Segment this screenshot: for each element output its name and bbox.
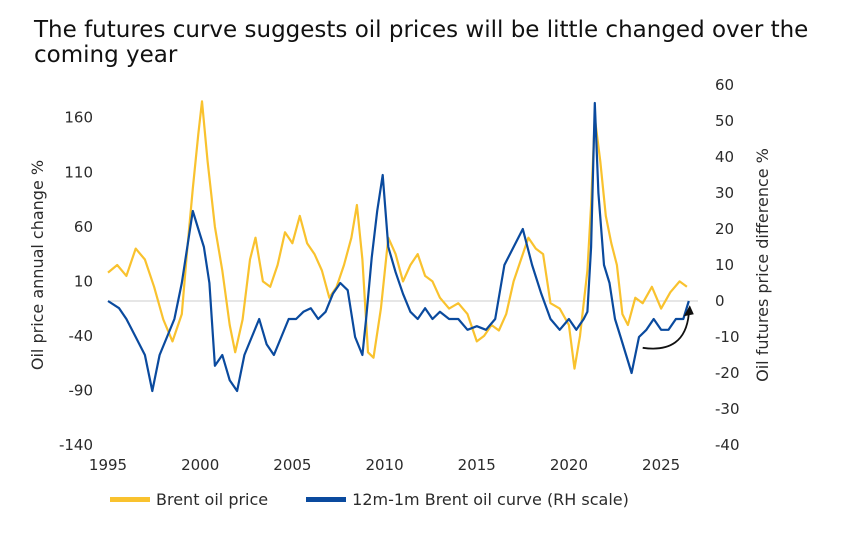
tick-layer: 1601106010-40-90-1406050403020100-10-20-…: [59, 76, 740, 474]
y-right-tick-label: 40: [715, 148, 734, 166]
y-right-tick-label: -40: [715, 436, 740, 454]
x-tick-label: 2015: [458, 456, 496, 474]
x-tick-label: 1995: [89, 456, 127, 474]
y-right-tick-label: -30: [715, 400, 740, 418]
legend-item-brent: Brent oil price: [110, 490, 268, 509]
y-left-tick-label: -90: [69, 381, 94, 399]
y-axis-right-title: Oil futures price difference %: [753, 148, 772, 382]
annotation-arrow: [642, 314, 690, 350]
y-right-tick-label: -10: [715, 328, 740, 346]
series-line-curve: [107, 101, 690, 393]
annotation-arrowhead: [683, 305, 694, 317]
y-axis-left-title: Oil price annual change %: [28, 160, 47, 370]
y-right-tick-label: 60: [715, 76, 734, 94]
legend-item-curve: 12m-1m Brent oil curve (RH scale): [306, 490, 629, 509]
x-tick-label: 2025: [642, 456, 680, 474]
y-left-tick-label: -140: [59, 436, 93, 454]
series-layer: [107, 100, 690, 393]
y-left-tick-label: 110: [64, 163, 93, 181]
y-right-tick-label: 10: [715, 256, 734, 274]
y-left-tick-label: 10: [74, 272, 93, 290]
x-tick-label: 2010: [365, 456, 403, 474]
y-left-tick-label: -40: [69, 327, 94, 345]
y-right-tick-label: 30: [715, 184, 734, 202]
x-tick-label: 2005: [273, 456, 311, 474]
legend-label-brent: Brent oil price: [156, 490, 269, 509]
legend-swatch-brent: [110, 497, 150, 502]
y-left-tick-label: 160: [64, 109, 93, 127]
y-right-tick-label: 50: [715, 112, 734, 130]
legend-swatch-curve: [306, 497, 347, 502]
chart-title: The futures curve suggests oil prices wi…: [34, 17, 809, 68]
legend-label-curve: 12m-1m Brent oil curve (RH scale): [352, 490, 629, 509]
y-right-tick-label: -20: [715, 364, 740, 382]
x-tick-label: 2020: [550, 456, 588, 474]
y-right-tick-label: 0: [715, 292, 725, 310]
legend: Brent oil price 12m-1m Brent oil curve (…: [110, 490, 629, 509]
y-left-tick-label: 60: [74, 218, 93, 236]
y-right-tick-label: 20: [715, 220, 734, 238]
annotation-layer: [642, 305, 694, 350]
x-tick-label: 2000: [181, 456, 219, 474]
series-line-brent: [107, 100, 688, 370]
